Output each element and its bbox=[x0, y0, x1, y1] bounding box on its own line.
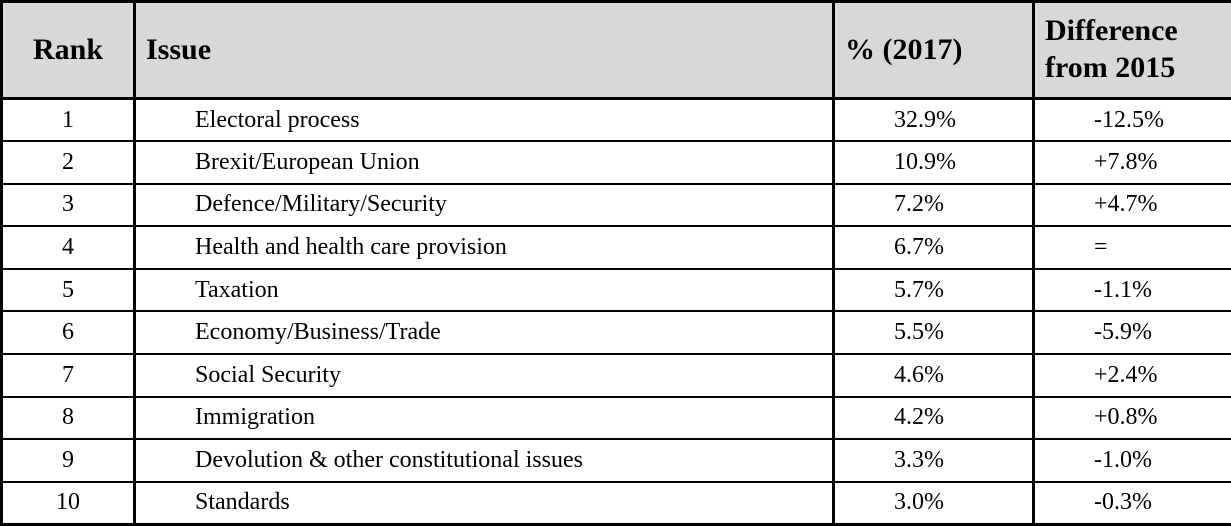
pct-2017-cell: 5.7% bbox=[832, 267, 1035, 313]
rank-cell: 10 bbox=[0, 480, 136, 526]
difference-cell: -5.9% bbox=[1032, 310, 1231, 356]
pct-2017-cell: 4.2% bbox=[832, 395, 1035, 441]
difference-cell: -1.1% bbox=[1032, 267, 1231, 313]
pct-2017-cell: 3.3% bbox=[832, 438, 1035, 483]
rank-cell: 5 bbox=[0, 267, 136, 313]
table-row: 9 Devolution & other constitutional issu… bbox=[0, 438, 1231, 483]
issue-cell: Social Security bbox=[133, 353, 835, 398]
rank-cell: 9 bbox=[0, 438, 136, 483]
table-row: 6 Economy/Business/Trade 5.5% -5.9% bbox=[0, 310, 1231, 356]
difference-cell: = bbox=[1032, 225, 1231, 270]
difference-cell: +7.8% bbox=[1032, 140, 1231, 185]
issue-cell: Standards bbox=[133, 480, 835, 526]
difference-cell: -0.3% bbox=[1032, 480, 1231, 526]
issue-cell: Devolution & other constitutional issues bbox=[133, 438, 835, 483]
col-header-pct-2017: % (2017) bbox=[832, 0, 1035, 100]
issue-cell: Electoral process bbox=[133, 97, 835, 143]
difference-cell: +4.7% bbox=[1032, 182, 1231, 228]
pct-2017-cell: 6.7% bbox=[832, 225, 1035, 270]
difference-cell: +0.8% bbox=[1032, 395, 1231, 441]
table-body: 1 Electoral process 32.9% -12.5% 2 Brexi… bbox=[0, 97, 1231, 526]
issue-cell: Defence/Military/Security bbox=[133, 182, 835, 228]
difference-cell: -12.5% bbox=[1032, 97, 1231, 143]
difference-cell: -1.0% bbox=[1032, 438, 1231, 483]
pct-2017-cell: 4.6% bbox=[832, 353, 1035, 398]
col-header-difference-2015: Difference from 2015 bbox=[1032, 0, 1231, 100]
issue-cell: Brexit/European Union bbox=[133, 140, 835, 185]
rank-cell: 1 bbox=[0, 97, 136, 143]
pct-2017-cell: 7.2% bbox=[832, 182, 1035, 228]
table-row: 10 Standards 3.0% -0.3% bbox=[0, 480, 1231, 526]
table-row: 4 Health and health care provision 6.7% … bbox=[0, 225, 1231, 270]
pct-2017-cell: 5.5% bbox=[832, 310, 1035, 356]
issue-cell: Immigration bbox=[133, 395, 835, 441]
pct-2017-cell: 3.0% bbox=[832, 480, 1035, 526]
header-row: Rank Issue % (2017) Difference from 2015 bbox=[0, 0, 1231, 100]
issue-cell: Taxation bbox=[133, 267, 835, 313]
pct-2017-cell: 10.9% bbox=[832, 140, 1035, 185]
rank-cell: 7 bbox=[0, 353, 136, 398]
issue-cell: Economy/Business/Trade bbox=[133, 310, 835, 356]
table-row: 8 Immigration 4.2% +0.8% bbox=[0, 395, 1231, 441]
table-row: 7 Social Security 4.6% +2.4% bbox=[0, 353, 1231, 398]
rank-cell: 6 bbox=[0, 310, 136, 356]
issue-cell: Health and health care provision bbox=[133, 225, 835, 270]
table-row: 1 Electoral process 32.9% -12.5% bbox=[0, 97, 1231, 143]
table-row: 3 Defence/Military/Security 7.2% +4.7% bbox=[0, 182, 1231, 228]
rank-cell: 2 bbox=[0, 140, 136, 185]
pct-2017-cell: 32.9% bbox=[832, 97, 1035, 143]
col-header-rank: Rank bbox=[0, 0, 136, 100]
rank-cell: 3 bbox=[0, 182, 136, 228]
table-row: 2 Brexit/European Union 10.9% +7.8% bbox=[0, 140, 1231, 185]
col-header-issue: Issue bbox=[133, 0, 835, 100]
difference-cell: +2.4% bbox=[1032, 353, 1231, 398]
table-row: 5 Taxation 5.7% -1.1% bbox=[0, 267, 1231, 313]
rank-cell: 4 bbox=[0, 225, 136, 270]
rank-cell: 8 bbox=[0, 395, 136, 441]
